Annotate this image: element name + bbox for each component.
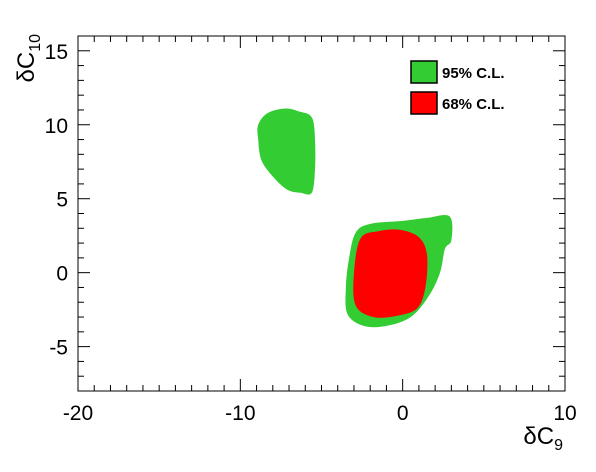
legend-label-cl68: 68% C.L. <box>442 96 505 113</box>
y-tick-label: 0 <box>56 263 68 286</box>
legend-swatch-cl68 <box>410 91 438 115</box>
x-tick-label: -20 <box>63 402 93 425</box>
x-tick-label: 0 <box>397 402 409 425</box>
x-tick-label: 10 <box>553 402 576 425</box>
plot-frame <box>77 35 566 392</box>
y-tick-label: 10 <box>45 115 68 138</box>
cl68-region-1 <box>353 229 428 318</box>
y-tick-label: 5 <box>56 189 68 212</box>
y-tick-label: 15 <box>45 41 68 64</box>
contour-regions <box>257 108 453 328</box>
legend-swatch-cl95 <box>410 60 438 84</box>
y-tick-label: -5 <box>49 337 68 360</box>
x-axis-label: δC9 <box>523 423 563 454</box>
y-axis-label: δC10 <box>13 34 44 83</box>
x-tick-label: -10 <box>225 402 255 425</box>
axis-ticks <box>77 35 566 392</box>
legend: 95% C.L. 68% C.L. <box>410 60 505 115</box>
cl95-region-1 <box>257 108 316 195</box>
tick-labels: -20 -10 0 10 -5 0 5 10 15 <box>45 41 577 425</box>
legend-label-cl95: 95% C.L. <box>442 65 505 82</box>
